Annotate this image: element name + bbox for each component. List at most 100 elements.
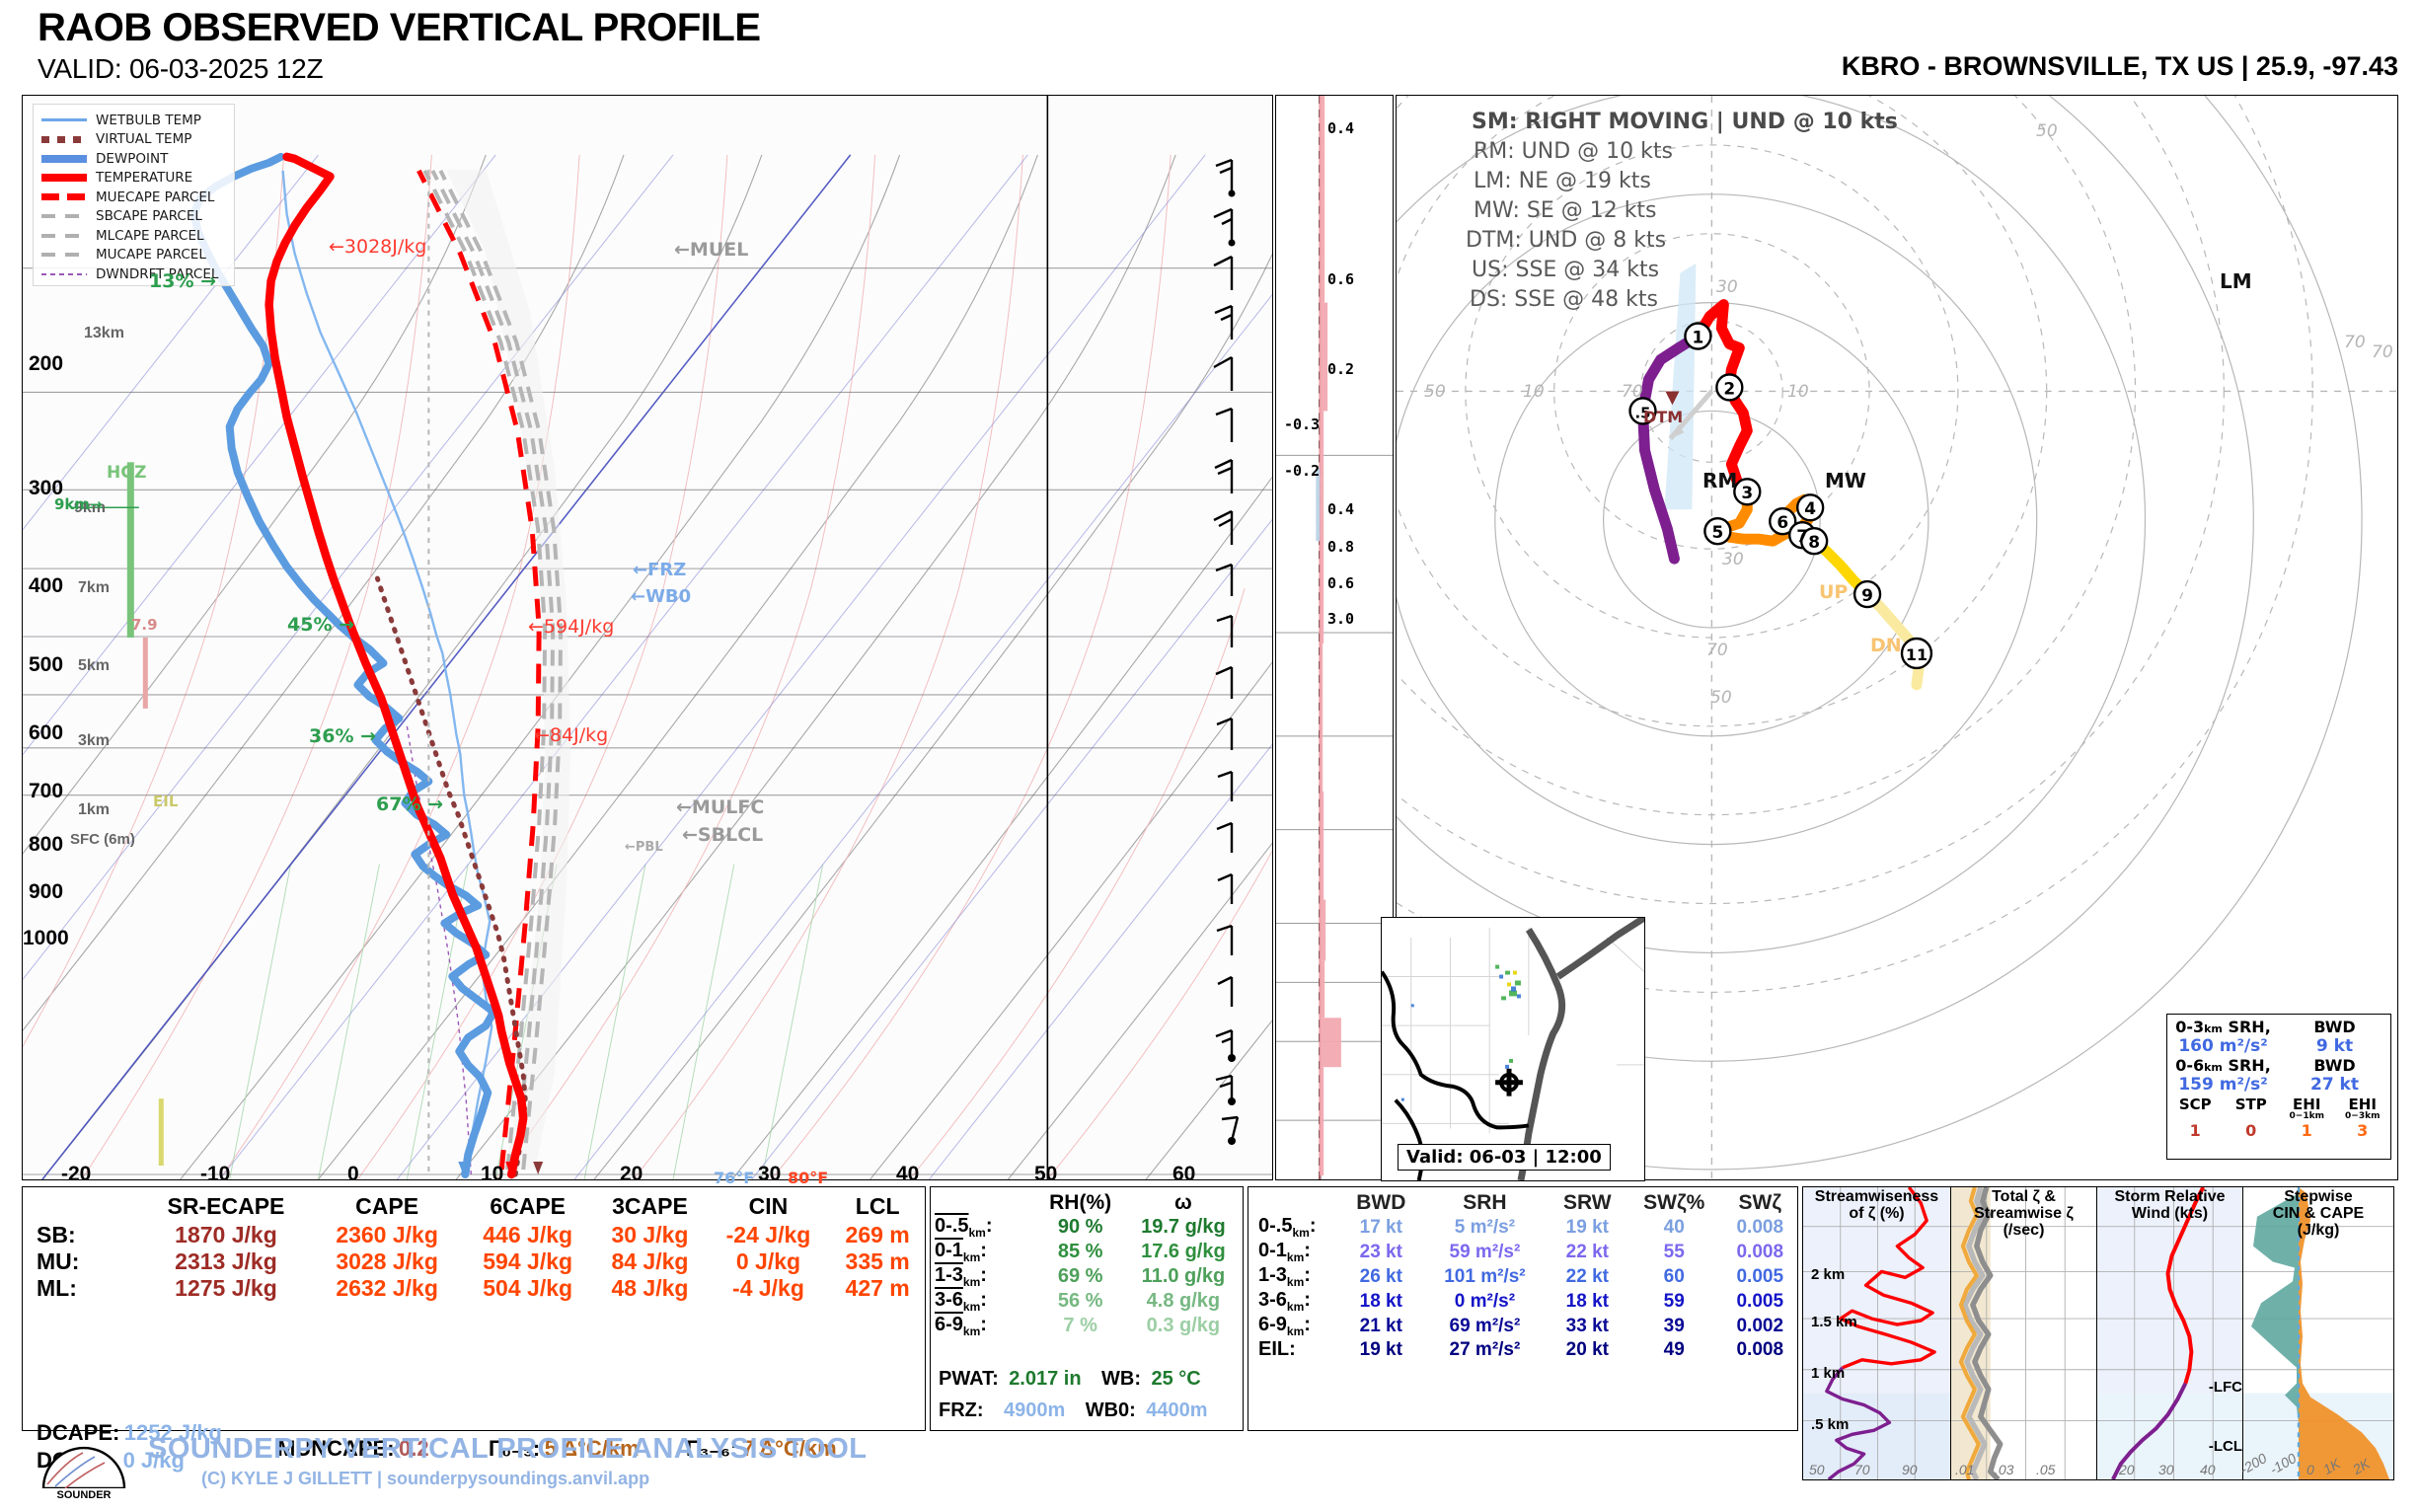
legend-swatch-temperature (41, 174, 87, 183)
col-header-swz: SWζ (1738, 1191, 1782, 1214)
cell-ml-6cape: 504 J/kg (483, 1275, 573, 1301)
cell-srh-1-3km: 101 m²/s² (1444, 1265, 1526, 1287)
annotation-wb0: ←WB0 (631, 586, 692, 607)
table-row: 0-1km: 85 % 17.6 g/kg (931, 1240, 1243, 1264)
hodograph-panel[interactable]: 1 2 3 4 5 6 7 8 9 11 .5 SM: RIGHT MOVING… (1381, 95, 2398, 1181)
ring-label-30-top: 30 (1716, 277, 1738, 297)
height-label-3km: 3km (78, 732, 111, 749)
mini-profile-panels: Streamwiseness of ζ (%) 2 km 1.5 km 1 km… (1802, 1186, 2394, 1480)
legend-swatch-virtual (41, 135, 87, 143)
pwat-value: 2.017 in (1009, 1368, 1082, 1390)
cell-swzpct-1-3km: 60 (1663, 1265, 1685, 1287)
height-label-1km: 1km (78, 801, 111, 818)
legend-swatch-muecape (41, 193, 87, 201)
mini-axis-30: 30 (2158, 1462, 2174, 1477)
mini-axis-40: 40 (2200, 1462, 2216, 1477)
col-header-lcl: LCL (855, 1193, 900, 1219)
annotation-rh-67: 67% → (376, 794, 444, 815)
cell-rh-0-1km: 85 % (1057, 1241, 1103, 1262)
page-footer: SOUNDER SOUNDERPY VERTICAL PROFILE ANALY… (22, 1433, 1009, 1504)
footer-title: SOUNDERPY VERTICAL PROFILE ANALYSIS TOOL (148, 1433, 868, 1465)
row-label-mu: MU: (37, 1248, 80, 1274)
row-label-k-eil: EIL: (1258, 1338, 1296, 1360)
hodograph-tag-up: UP (1819, 581, 1849, 603)
index-value-stp: 0 (2245, 1121, 2257, 1140)
pressure-tick-400: 400 (29, 574, 64, 597)
map-svg (1382, 918, 1644, 1180)
cell-bwd-6-9km: 21 kt (1359, 1315, 1402, 1336)
annotation-rh-13: 13% → (149, 270, 217, 292)
streamwiseness-svg (1803, 1187, 1950, 1479)
legend-item: MLCAPE PARCEL (41, 226, 228, 246)
cell-srw-0-1km: 22 kt (1565, 1241, 1609, 1262)
legend-swatch-mucape (41, 251, 87, 259)
mini-marker-lfc: -LFC (2208, 1379, 2242, 1396)
pressure-tick-900: 900 (29, 880, 64, 903)
col-header-swzpct: SWζ% (1643, 1191, 1705, 1214)
svg-text:4: 4 (1804, 498, 1816, 518)
pressure-tick-1000: 1000 (23, 927, 69, 949)
svg-text:9: 9 (1861, 585, 1873, 605)
omega-label-0: 0.4 (1327, 119, 1355, 137)
ring-label-70-down: 70 (1706, 641, 1728, 660)
station-label: KBRO - BROWNSVILLE, TX US | 25.9, -97.43 (1841, 51, 2398, 81)
wb0-value: 4400m (1146, 1399, 1208, 1421)
bwd-value-0-3: 9 kt (2315, 1036, 2354, 1056)
mini-marker-lcl: -LCL (2208, 1438, 2242, 1455)
annotation-hgz-value: 7.9 (131, 616, 158, 634)
row-label-3-6km: 3-6km: (935, 1289, 987, 1314)
footer-credit: (C) KYLE J GILLETT | sounderpysoundings.… (201, 1469, 650, 1488)
cell-ml-3cape: 48 J/kg (611, 1275, 689, 1301)
row-label-k-0-1km: 0-1km: (1258, 1240, 1311, 1264)
mini-axis-20: 20 (2119, 1462, 2135, 1477)
cell-swz-6-9km: 0.002 (1736, 1315, 1784, 1336)
legend-item: DWNDRFT PARCEL (41, 265, 228, 284)
storm-motion-lm: LM: NE @ 19 kts (1474, 169, 1651, 193)
skewt-log-p-diagram[interactable]: WETBULB TEMP VIRTUAL TEMP DEWPOINT TEMPE… (22, 95, 1273, 1180)
radar-inset-map[interactable]: Valid: 06-03 | 12:00 (1381, 917, 1645, 1181)
page-title: RAOB OBSERVED VERTICAL PROFILE (38, 6, 761, 49)
legend-swatch-dwndrft (41, 270, 87, 278)
cell-sb-lcl: 269 m (845, 1222, 910, 1247)
mini-km-2km: 2 km (1811, 1266, 1846, 1283)
pwat-label: PWAT: (939, 1368, 999, 1390)
cell-sb-3cape: 30 J/kg (611, 1222, 689, 1247)
mini-panel-srw: Storm Relative Wind (kts) -LFC -LCL 20 3… (2097, 1187, 2243, 1479)
table-header-row: RH(%) ω (931, 1191, 1243, 1215)
muncape-value: 0.2 (399, 1436, 429, 1461)
temp-tick-40: 40 (896, 1163, 920, 1185)
srw-svg (2097, 1187, 2242, 1479)
legend-label: VIRTUAL TEMP (96, 131, 192, 148)
index-value-ehi-0-3km: 3 (2357, 1121, 2369, 1140)
cell-srh-6-9km: 69 m²/s² (1449, 1315, 1521, 1336)
total-zeta-svg (1951, 1187, 2096, 1479)
col-header-sr-ecape: SR-ECAPE (167, 1193, 285, 1219)
index-value-ehi-0-1km: 1 (2301, 1121, 2312, 1140)
svg-text:6: 6 (1777, 512, 1788, 532)
thermodynamics-table: SR-ECAPE CAPE 6CAPE 3CAPE CIN LCL SB: 18… (22, 1186, 926, 1473)
mini-panel-stepwise: Stepwise CIN & CAPE (J/kg) -200 -100 0 1… (2237, 1187, 2393, 1479)
height-label-7km: 7km (78, 579, 111, 596)
height-label-9km: 9km (74, 499, 107, 516)
annotation-84cape: ←84J/kg (534, 724, 609, 746)
temp-tick-60: 60 (1172, 1163, 1196, 1185)
ring-label-30-down: 50 (1710, 688, 1732, 708)
moisture-table-element: RH(%) ω 0-.5km: 90 % 19.7 g/kg 0-1km: 85… (931, 1191, 1243, 1338)
table-row: MU: 2313 J/kg 3028 J/kg 594 J/kg 84 J/kg… (23, 1248, 925, 1275)
pressure-tick-800: 800 (29, 833, 64, 856)
storm-motion-us: US: SSE @ 34 kts (1472, 258, 1660, 282)
cell-swz-0-1km: 0.008 (1736, 1241, 1784, 1262)
wb-value: 25 °C (1151, 1368, 1201, 1390)
svg-text:5: 5 (1711, 522, 1723, 542)
cell-w-0-1km: 17.6 g/kg (1141, 1241, 1226, 1262)
bwd-header-0-3: BWD (2313, 1018, 2356, 1036)
srh-bwd-box: 0-3km SRH, BWD 160 m²/s² 9 kt 0-6km SRH,… (2166, 1014, 2391, 1160)
omega-label-6: 0.8 (1327, 538, 1355, 556)
cell-w-0-05km: 19.7 g/kg (1141, 1216, 1226, 1238)
ring-label-30-left: 70 (1622, 382, 1643, 402)
surface-dewpoint-f: 76°F (714, 1169, 755, 1187)
omega-label-7: 0.6 (1327, 574, 1355, 592)
ring-label-50-left: 50 (1424, 382, 1446, 402)
storm-motion-ds: DS: SSE @ 48 kts (1470, 287, 1658, 312)
